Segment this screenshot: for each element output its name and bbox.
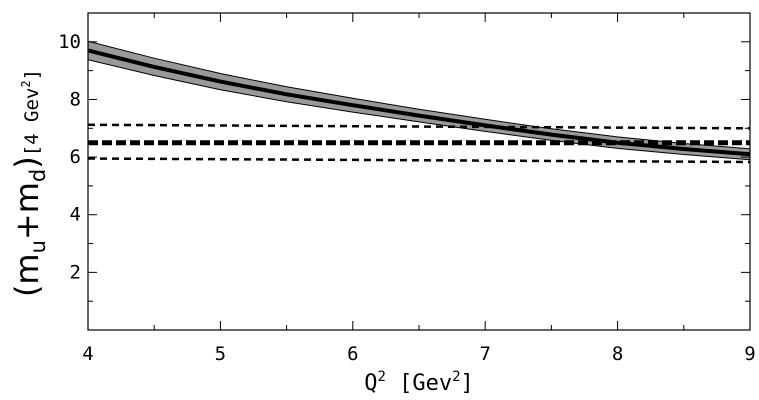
error-band-upper-edge xyxy=(88,40,750,150)
x-tick-label: 9 xyxy=(744,343,755,365)
x-tick-label: 7 xyxy=(479,343,490,365)
y-label-m1-sub: u xyxy=(26,240,50,253)
x-tick-label: 8 xyxy=(612,343,623,365)
y-tick-label: 10 xyxy=(58,31,81,53)
y-label-paren-open: ( xyxy=(8,285,46,297)
y-tick-label: 2 xyxy=(70,261,81,283)
y-label-unit-sup: 2 xyxy=(19,80,33,87)
y-label-paren-close: ) xyxy=(8,156,46,168)
x-tick-label: 4 xyxy=(82,343,93,365)
series-line-dashed-bound-3 xyxy=(88,123,750,130)
x-tick-label: 5 xyxy=(215,343,226,365)
y-axis-label: (mu+md)[4 Gev2] xyxy=(8,69,50,297)
x-label-unit-suffix: ] xyxy=(461,371,474,396)
series-layer xyxy=(88,48,750,164)
svg-text:(mu+md)[4 Gev2]: (mu+md)[4 Gev2] xyxy=(8,69,50,297)
y-label-unit-prefix: [4 Gev xyxy=(21,88,43,157)
y-tick-label: 6 xyxy=(70,146,81,168)
x-label-unit-sup: 2 xyxy=(452,369,460,385)
y-axis-ticks: 2 4 6 8 10 xyxy=(58,31,750,302)
y-label-m2-sub: d xyxy=(26,169,50,182)
y-label-plus: + xyxy=(8,213,46,240)
x-axis-ticks: 4 5 6 7 8 9 xyxy=(82,13,756,365)
y-tick-label: 4 xyxy=(70,204,81,226)
error-band-lower-edge xyxy=(88,59,750,161)
x-tick-label: 6 xyxy=(347,343,358,365)
x-label-unit-prefix: [Gev xyxy=(386,371,452,396)
y-label-m2: m xyxy=(8,182,46,213)
x-axis-label: Q2 [Gev2] xyxy=(364,369,474,396)
x-label-q-sup: 2 xyxy=(377,369,385,385)
y-label-m1: m xyxy=(8,253,46,284)
plot-frame xyxy=(87,12,751,331)
y-tick-label: 8 xyxy=(70,88,81,110)
x-label-q: Q xyxy=(364,371,377,396)
series-line-dashed-bound-4 xyxy=(88,157,750,164)
y-label-unit-suffix: ] xyxy=(21,69,43,80)
